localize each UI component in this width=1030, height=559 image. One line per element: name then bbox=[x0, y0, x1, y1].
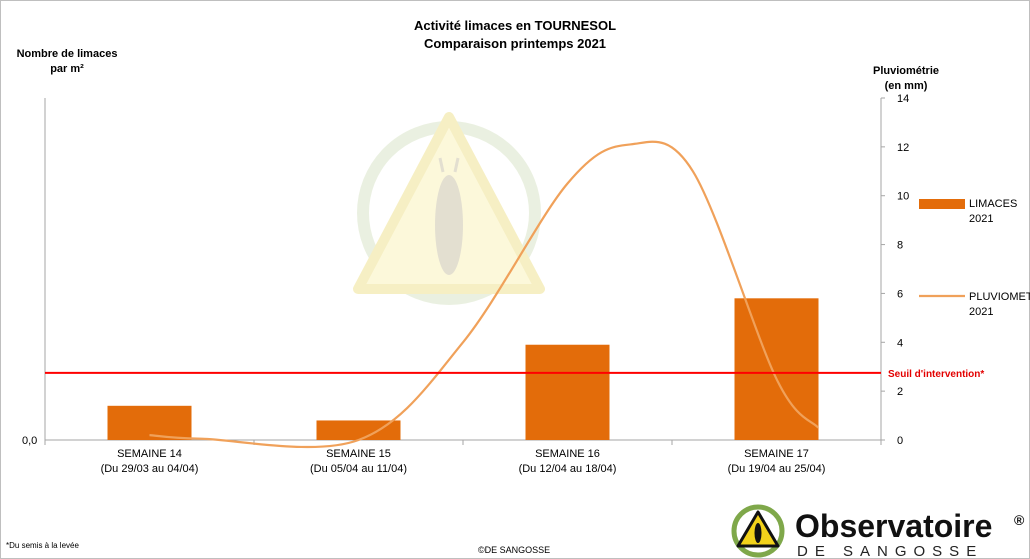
right-axis-tick-label: 2 bbox=[897, 386, 903, 398]
right-axis-tick-label: 4 bbox=[897, 337, 903, 349]
category-dates-label: (Du 19/04 au 25/04) bbox=[728, 463, 826, 475]
right-axis-tick-label: 8 bbox=[897, 240, 903, 252]
slug-watermark-icon bbox=[358, 117, 540, 299]
logo-slug-icon bbox=[755, 523, 762, 543]
copyright: ©DE SANGOSSE bbox=[478, 545, 550, 555]
category-dates-label: (Du 05/04 au 11/04) bbox=[310, 463, 407, 475]
category-label: SEMAINE 17 bbox=[744, 448, 809, 460]
right-axis-tick-label: 14 bbox=[897, 93, 909, 105]
logo-registered-mark: ® bbox=[1014, 512, 1025, 528]
bar-limaces bbox=[108, 406, 192, 440]
legend-label-limaces: LIMACES 2021 bbox=[969, 197, 1030, 227]
category-label: SEMAINE 14 bbox=[117, 448, 182, 460]
footnote: *Du semis à la levée bbox=[6, 541, 79, 550]
category-label: SEMAINE 15 bbox=[326, 448, 391, 460]
legend-label-pluviometrie: PLUVIOMETRIE 2021 bbox=[969, 290, 1025, 320]
right-axis-tick-label: 12 bbox=[897, 142, 909, 154]
right-axis-tick-label: 6 bbox=[897, 288, 903, 300]
category-label: SEMAINE 16 bbox=[535, 448, 600, 460]
threshold-label: Seuil d'intervention* bbox=[888, 369, 984, 380]
category-dates-label: (Du 12/04 au 18/04) bbox=[519, 463, 617, 475]
legend-swatch-limaces bbox=[919, 199, 965, 209]
logo-subtitle: DE SANGOSSE bbox=[797, 543, 983, 559]
logo-name: Observatoire bbox=[795, 508, 992, 544]
right-axis-tick-label: 0 bbox=[897, 435, 903, 447]
left-axis-tick-label: 0,0 bbox=[22, 435, 37, 447]
bar-limaces bbox=[526, 345, 610, 440]
observatoire-logo: Observatoire ® DE SANGOSSE bbox=[734, 507, 1025, 559]
right-axis-tick-label: 10 bbox=[897, 191, 909, 203]
category-dates-label: (Du 29/03 au 04/04) bbox=[101, 463, 199, 475]
